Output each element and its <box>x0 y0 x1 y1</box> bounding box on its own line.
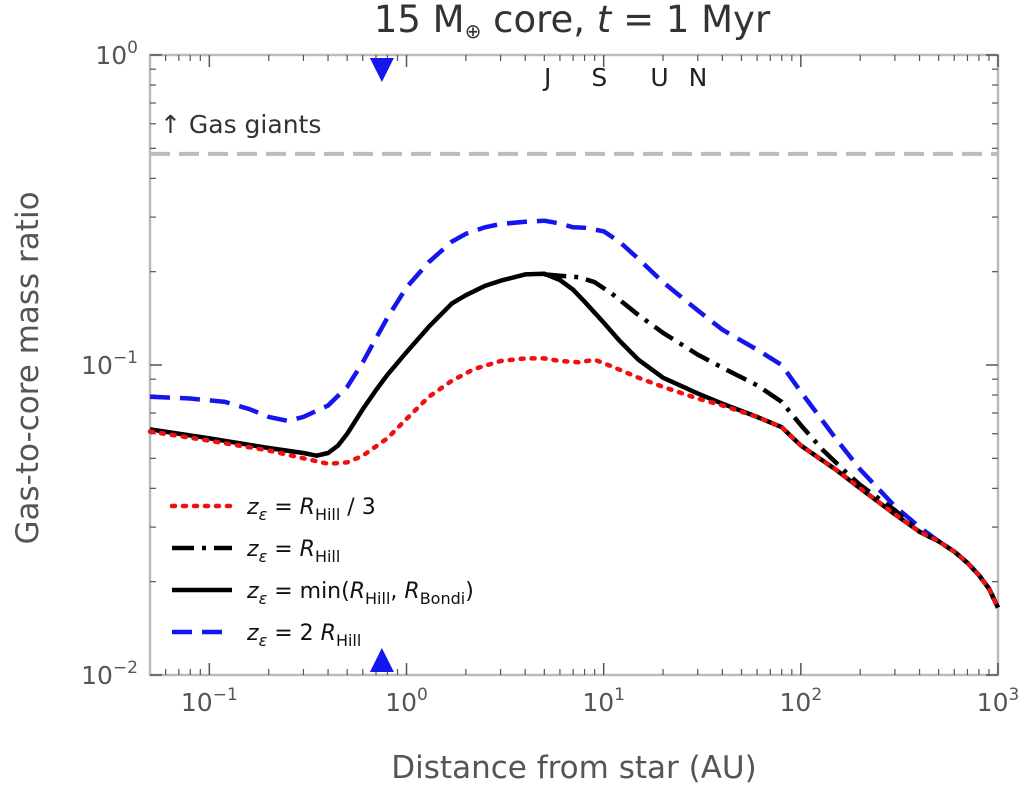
series-line-solid <box>149 271 1001 609</box>
y-tick-base: 10 <box>81 661 113 690</box>
y-tick-exponent: −2 <box>113 658 138 678</box>
legend-entry: zε = RHill / 3 <box>246 495 376 524</box>
series-line-dotted <box>147 356 1001 610</box>
legend-part: Bondi <box>420 589 466 608</box>
legend-part: R <box>404 579 419 604</box>
x-tick-label: 102 <box>780 685 823 717</box>
x-tick-label: 10−1 <box>181 685 238 717</box>
planet-label: S <box>591 63 607 92</box>
x-tick-base: 10 <box>582 688 614 717</box>
x-tick-base: 10 <box>977 688 1009 717</box>
x-tick-base: 10 <box>780 688 812 717</box>
x-tick-base: 10 <box>181 688 213 717</box>
y-tick-base: 10 <box>81 351 113 380</box>
legend-part: R <box>321 621 336 646</box>
legend-part: ε <box>259 547 268 566</box>
legend-entry: zε = 2 RHill <box>246 621 361 650</box>
y-tick-exponent: −1 <box>113 348 138 368</box>
x-axis-label: Distance from star (AU) <box>391 750 756 785</box>
legend-part: Hill <box>315 505 340 524</box>
title-suffix: = 1 Myr <box>611 0 771 41</box>
legend-part: z <box>246 621 259 646</box>
planet-label: U <box>650 63 668 92</box>
legend-part: ε <box>259 589 268 608</box>
legend-part: z <box>246 495 259 520</box>
y-tick-label: 10−1 <box>81 348 138 380</box>
legend-part: = 2 <box>267 621 320 646</box>
location-markers <box>369 58 394 672</box>
legend-part: Hill <box>315 547 340 566</box>
legend-entry: zε = RHill <box>246 537 340 566</box>
chart-title: 15 M⊕ core, t = 1 Myr <box>374 0 771 43</box>
legend-entry: zε = min(RHill, RBondi) <box>246 579 474 608</box>
legend-part: z <box>246 537 259 562</box>
x-tick-label: 100 <box>385 685 428 717</box>
gas-giants-label: ↑ Gas giants <box>160 110 321 139</box>
legend-part: R <box>300 495 315 520</box>
legend-part: ε <box>259 505 268 524</box>
legend-part: , <box>390 579 404 604</box>
y-axis-label: Gas-to-core mass ratio <box>10 191 46 544</box>
legend-part: Hill <box>336 631 361 650</box>
x-tick-exponent: −1 <box>213 685 238 705</box>
series-group <box>147 218 1001 610</box>
title-variable: t <box>597 0 613 41</box>
x-tick-base: 10 <box>385 688 417 717</box>
series-line-dashed <box>149 218 1001 609</box>
y-tick-base: 10 <box>95 41 127 70</box>
title-mid: core, <box>481 0 596 41</box>
y-tick-label: 100 <box>95 38 138 70</box>
x-tick-exponent: 1 <box>614 685 625 705</box>
x-tick-label: 101 <box>582 685 625 717</box>
x-tick-exponent: 2 <box>811 685 822 705</box>
legend-part: ε <box>259 631 268 650</box>
y-tick-label: 10−2 <box>81 658 138 690</box>
legend-part: Hill <box>365 589 390 608</box>
marker-triangle-top <box>369 58 394 82</box>
x-tick-label: 103 <box>977 685 1020 717</box>
planet-label: J <box>542 63 551 92</box>
marker-triangle-bottom <box>369 648 394 672</box>
legend-part: ) <box>465 579 474 604</box>
legend-part: z <box>246 579 259 604</box>
legend-part: = <box>267 495 299 520</box>
title-earth-symbol: ⊕ <box>465 19 482 43</box>
legend-part: = min( <box>267 579 350 604</box>
legend-part: = <box>267 537 299 562</box>
planet-label: N <box>689 63 708 92</box>
x-tick-exponent: 0 <box>417 685 428 705</box>
legend-part: R <box>350 579 365 604</box>
legend-part: / 3 <box>340 495 375 520</box>
title-prefix: 15 M <box>374 0 465 41</box>
legend-part: R <box>300 537 315 562</box>
x-tick-exponent: 3 <box>1008 685 1019 705</box>
y-tick-exponent: 0 <box>127 38 138 58</box>
